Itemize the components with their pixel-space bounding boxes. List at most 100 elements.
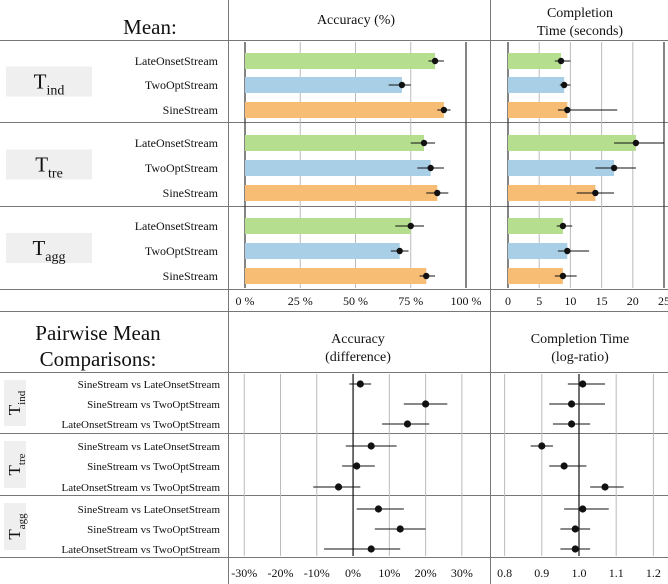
accuracy-panel-bar <box>245 268 427 284</box>
pairwise-group-label-ind: Tind <box>5 390 28 415</box>
completion-panel-mean-point <box>560 81 568 89</box>
completion-ratio-panel-mean-point <box>567 400 576 408</box>
completion-panel-bar <box>508 243 568 259</box>
mean-row-label: LateOnsetStream <box>135 219 219 233</box>
completion-panel-mean-point <box>557 57 565 65</box>
accuracy-panel-bar <box>245 135 425 151</box>
accuracy-panel-mean-point <box>396 247 403 255</box>
accuracy-diff-panel-tick-label: -30% <box>231 566 257 580</box>
completion-panel-mean-point <box>610 164 618 172</box>
accuracy-panel-mean-point <box>434 189 441 197</box>
accuracy-diff-panel-tick-label: 0% <box>345 566 361 580</box>
completion-ratio-panel-tick-label: 0.8 <box>497 566 512 580</box>
accuracy-panel-tick-label: 100 % <box>451 294 482 308</box>
comparison-row-label: SineStream vs LateOnsetStream <box>78 379 221 391</box>
mean-row-label: SineStream <box>163 186 219 200</box>
completion-panel-tick-label: 10 <box>564 294 576 308</box>
accuracy-panel-mean-point <box>398 81 406 89</box>
accuracy-panel-bar <box>245 77 402 93</box>
completion-panel-mean-point <box>564 247 571 255</box>
completion-panel-mean-point <box>559 272 567 280</box>
comparison-row-label: LateOnsetStream vs TwoOptStream <box>62 482 221 494</box>
completion-panel-bar <box>508 218 563 234</box>
accuracy-diff-panel-tick-label: -10% <box>304 566 330 580</box>
completion-ratio-panel-mean-point <box>560 462 568 470</box>
completion-panel-tick-label: 15 <box>596 294 608 308</box>
completion-ratio-panel-mean-point <box>538 442 546 450</box>
accuracy-panel-mean-point <box>427 164 434 172</box>
comparison-row-label: SineStream vs TwoOptStream <box>87 399 220 411</box>
accuracy-diff-panel-mean-point <box>396 525 404 533</box>
accuracy-diff-panel-tick-label: 20% <box>415 566 437 580</box>
accuracy-diff-panel-mean-point <box>374 505 383 513</box>
accuracy-panel-tick-label: 50 % <box>343 294 368 308</box>
accuracy-title: Accuracy (%) <box>317 13 395 28</box>
accuracy-diff-panel-mean-point <box>356 380 364 388</box>
completion-panel-bar <box>508 268 563 284</box>
comparison-row-label: SineStream vs TwoOptStream <box>87 461 220 473</box>
mean-row-label: TwoOptStream <box>145 161 219 175</box>
accuracy-diff-panel-mean-point <box>353 462 361 470</box>
group-label-box <box>4 441 26 488</box>
mean-row-label: SineStream <box>163 103 219 117</box>
accuracy-panel-bar <box>245 218 411 234</box>
completion-ratio-panel-mean-point <box>579 505 587 513</box>
comparison-row-label: SineStream vs TwoOptStream <box>87 524 220 536</box>
mean-row-label: LateOnsetStream <box>135 54 219 68</box>
accuracy-panel-bar <box>245 185 438 201</box>
accuracy-panel-bar <box>245 102 444 118</box>
completion-ratio-panel-mean-point <box>571 545 579 553</box>
accuracy-panel-mean-point <box>440 106 448 114</box>
pairwise-title-line2: Comparisons: <box>40 347 157 371</box>
completion-panel-bar <box>508 53 562 69</box>
accuracy-diff-panel-tick-label: 30% <box>451 566 473 580</box>
completion-panel-mean-point <box>564 106 571 114</box>
group-label-ind: Tind <box>34 70 65 99</box>
group-label-box <box>6 233 92 263</box>
accuracy-diff-panel-mean-point <box>421 400 430 408</box>
completion-ratio-title-line2: (log-ratio) <box>551 350 609 365</box>
accuracy-panel-mean-point <box>420 139 428 147</box>
completion-ratio-panel-tick-label: 1.0 <box>572 566 587 580</box>
completion-panel-bar <box>508 135 636 151</box>
accuracy-diff-panel-mean-point <box>367 442 375 450</box>
accuracy-panel-tick-label: 25 % <box>288 294 313 308</box>
group-label-box <box>6 149 92 180</box>
completion-panel-bar <box>508 102 568 118</box>
completion-panel-bar <box>508 160 615 176</box>
pairwise-title-line1: Pairwise Mean <box>35 321 161 345</box>
completion-panel-bar <box>508 185 596 201</box>
group-label-box <box>4 380 26 426</box>
completion-panel-tick-label: 25 <box>658 294 668 308</box>
accuracy-diff-panel-mean-point <box>334 483 343 491</box>
pairwise-group-label-agg: Tagg <box>5 513 28 540</box>
accuracy-panel-bar <box>245 243 400 259</box>
completion-ratio-panel-mean-point <box>579 380 587 388</box>
group-label-box <box>4 503 26 550</box>
completion-panel-tick-label: 20 <box>627 294 639 308</box>
accuracy-panel-mean-point <box>423 272 430 280</box>
comparison-row-label: LateOnsetStream vs TwoOptStream <box>62 544 221 556</box>
comparison-row-label: LateOnsetStream vs TwoOptStream <box>62 419 221 431</box>
pairwise-group-label-tre: Ttre <box>5 453 28 475</box>
completion-ratio-panel-mean-point <box>567 420 576 428</box>
accuracy-diff-title-line1: Accuracy <box>331 332 385 347</box>
accuracy-panel-tick-label: 75 % <box>398 294 423 308</box>
accuracy-diff-panel-mean-point <box>403 420 412 428</box>
mean-row-label: TwoOptStream <box>145 244 219 258</box>
mean-row-label: TwoOptStream <box>145 78 219 92</box>
chart-marks: 0 % 25 % 50 % 75 % 100 % 0 5 10 15 20 25 LateOnsetS… <box>4 42 668 580</box>
completion-ratio-title-line1: Completion Time <box>531 332 629 347</box>
accuracy-diff-title-line2: (difference) <box>325 350 391 365</box>
completion-title-line2: Time (seconds) <box>537 24 624 39</box>
mean-row-label: SineStream <box>163 269 219 283</box>
completion-panel-mean-point <box>592 189 599 197</box>
completion-ratio-panel-tick-label: 0.9 <box>534 566 549 580</box>
group-label-agg: Tagg <box>32 236 65 265</box>
completion-ratio-panel-tick-label: 1.2 <box>646 566 661 580</box>
accuracy-panel-mean-point <box>407 222 414 230</box>
comparison-row-label: SineStream vs LateOnsetStream <box>78 504 221 516</box>
mean-row-label: LateOnsetStream <box>135 136 219 150</box>
